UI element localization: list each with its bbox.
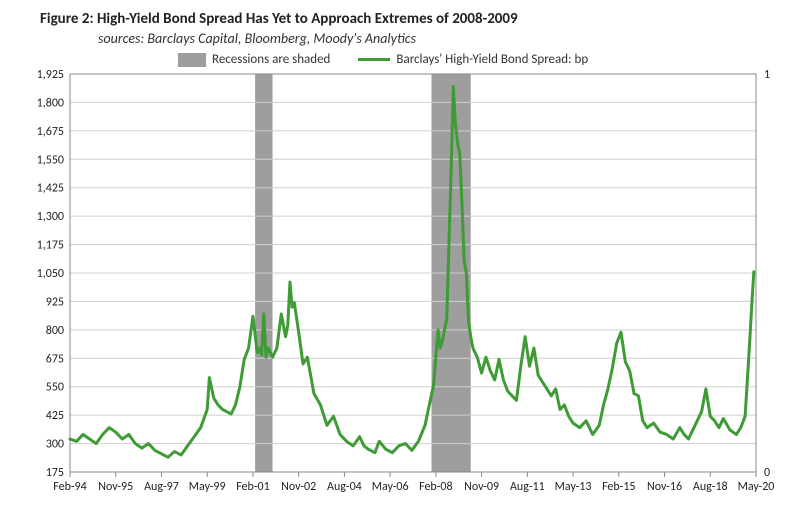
legend-label-recession: Recessions are shaded xyxy=(212,52,330,67)
y-tick-label: 800 xyxy=(46,324,64,338)
x-tick-label: Nov-02 xyxy=(281,480,316,494)
y-tick-label: 1,175 xyxy=(37,239,64,253)
y-tick-label: 300 xyxy=(46,438,64,452)
x-tick-label: May-06 xyxy=(372,480,409,494)
chart-subtitle: sources: Barclays Capital, Bloomberg, Mo… xyxy=(98,30,416,47)
x-tick-label: Aug-04 xyxy=(327,480,362,494)
legend-item-spread: Barclays' High-Yield Bond Spread: bp xyxy=(358,52,588,67)
x-tick-label: Feb-15 xyxy=(602,480,635,494)
y2-tick-label: 1 xyxy=(764,68,770,82)
y-tick-label: 1,925 xyxy=(37,68,64,82)
legend-item-recession: Recessions are shaded xyxy=(178,52,330,67)
y-tick-label: 425 xyxy=(46,409,64,423)
chart-svg: 175 300 425 550 675 800 925 1,050 1,175 1,300 1,42… xyxy=(0,0,800,508)
x-tick-label: Feb-01 xyxy=(236,480,269,494)
x-tick-label: Nov-16 xyxy=(647,480,682,494)
y-tick-label: 1,425 xyxy=(37,182,64,196)
legend-swatch-spread xyxy=(358,58,390,61)
x-tick-label: Aug-97 xyxy=(144,480,179,494)
y-tick-label: 1,800 xyxy=(37,96,64,110)
chart-title-text: Figure 2: High-Yield Bond Spread Has Yet… xyxy=(40,10,518,28)
chart-title: Figure 2: High-Yield Bond Spread Has Yet… xyxy=(40,10,518,28)
y-tick-label: 1,675 xyxy=(37,125,64,139)
y-tick-label: 175 xyxy=(46,466,64,480)
y-tick-label: 925 xyxy=(46,295,64,309)
legend-label-spread: Barclays' High-Yield Bond Spread: bp xyxy=(396,52,588,67)
series-line-spread xyxy=(70,87,754,458)
y-tick-label: 1,050 xyxy=(37,267,64,281)
x-tick-label: Nov-09 xyxy=(464,480,499,494)
x-tick-label: Feb-08 xyxy=(419,480,452,494)
x-tick-label: May-99 xyxy=(189,480,226,494)
x-tick-label: Nov-95 xyxy=(98,480,133,494)
x-tick-label: Aug-18 xyxy=(693,480,728,494)
y-tick-label: 1,550 xyxy=(37,153,64,167)
legend-swatch-recession xyxy=(178,53,206,67)
chart-subtitle-text: sources: Barclays Capital, Bloomberg, Mo… xyxy=(98,30,416,47)
y-tick-label: 550 xyxy=(46,381,64,395)
y-tick-label: 675 xyxy=(46,352,64,366)
x-tick-label: May-13 xyxy=(555,480,592,494)
x-tick-label: Feb-94 xyxy=(53,480,86,494)
y2-tick-label: 0 xyxy=(764,466,770,480)
x-tick-label: Aug-11 xyxy=(510,480,545,494)
chart-legend: Recessions are shaded Barclays' High-Yie… xyxy=(178,52,588,67)
chart-container: Figure 2: High-Yield Bond Spread Has Yet… xyxy=(0,0,800,508)
x-tick-label: May-20 xyxy=(738,480,775,494)
y-tick-label: 1,300 xyxy=(37,210,64,224)
